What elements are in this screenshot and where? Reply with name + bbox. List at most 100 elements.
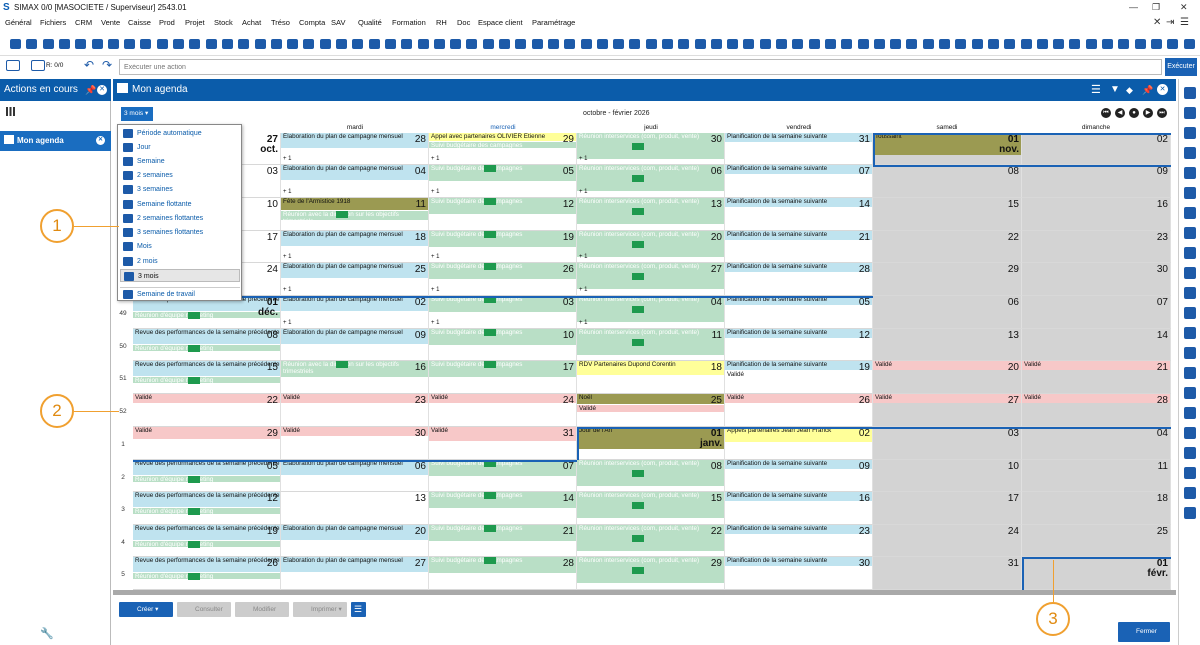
toolbar-icon[interactable] bbox=[1021, 39, 1032, 49]
menu-item-6[interactable]: Projet bbox=[185, 18, 205, 27]
sidebar-icon[interactable] bbox=[1184, 507, 1196, 519]
toolbar-icon[interactable] bbox=[369, 39, 380, 49]
calendar-event[interactable]: Planification de la semaine suivante bbox=[725, 557, 872, 566]
calendar-event[interactable]: RDV Partenaires Dupond Corentin bbox=[577, 361, 724, 375]
day-cell[interactable]: Suivi budgétaire des campagnes 03 + 1 bbox=[429, 296, 577, 329]
calendar-event[interactable]: Planification de la semaine suivante bbox=[725, 329, 872, 338]
more-events[interactable]: + 1 bbox=[579, 189, 588, 195]
list-menu-button[interactable]: ☰ bbox=[351, 602, 366, 617]
calendar-event[interactable]: Appel avec partenaires OLIVIER Etienne bbox=[429, 133, 576, 141]
day-cell[interactable]: Suivi budgétaire des campagnes 05 + 1 bbox=[429, 165, 577, 198]
sidebar-icon[interactable] bbox=[1184, 107, 1196, 119]
day-cell[interactable]: Planification de la semaine suivante 09 bbox=[725, 460, 873, 492]
toolbar-icon[interactable] bbox=[238, 39, 249, 49]
prev-page-icon[interactable]: ◀ bbox=[1115, 108, 1125, 118]
toolbar-icon[interactable] bbox=[988, 39, 999, 49]
day-cell[interactable]: 13 bbox=[873, 329, 1022, 361]
calendar-event[interactable]: Validé bbox=[281, 394, 428, 403]
toolbar-icon[interactable] bbox=[858, 39, 869, 49]
calendar-event[interactable]: Revue des performances de la semaine pré… bbox=[133, 361, 280, 376]
menu-item-5[interactable]: Prod bbox=[159, 18, 175, 27]
toolbar-icon[interactable] bbox=[10, 39, 21, 49]
toolbar-icon[interactable] bbox=[336, 39, 347, 49]
day-cell[interactable]: Planification de la semaine suivante 23 bbox=[725, 525, 873, 557]
day-cell[interactable]: 29 bbox=[873, 263, 1022, 296]
calendar-event[interactable]: Élaboration du plan de campagne mensuel bbox=[281, 557, 428, 572]
day-cell[interactable]: Réunion interservices (com, produit, ven… bbox=[577, 492, 725, 525]
calendar-event[interactable]: Noël bbox=[577, 394, 724, 404]
day-cell[interactable]: Validé 22 bbox=[133, 394, 281, 427]
period-dropdown-button[interactable]: 3 mois ▾ bbox=[121, 107, 153, 121]
day-cell[interactable]: Réunion interservices (com, produit, ven… bbox=[577, 165, 725, 198]
toolbar-icon[interactable] bbox=[303, 39, 314, 49]
calendar-event[interactable]: Réunion interservices (com, produit, ven… bbox=[577, 329, 724, 355]
menu-item-1[interactable]: Fichiers bbox=[40, 18, 67, 27]
day-cell[interactable]: Suivi budgétaire des campagnes 12 bbox=[429, 198, 577, 231]
toolbar-icon[interactable] bbox=[189, 39, 200, 49]
day-cell[interactable]: Validé 24 bbox=[429, 394, 577, 427]
calendar-event[interactable]: Validé bbox=[1022, 394, 1170, 403]
toolbar-icon[interactable] bbox=[760, 39, 771, 49]
toolbar-icon[interactable] bbox=[776, 39, 787, 49]
day-cell[interactable]: Élaboration du plan de campagne mensuel 2… bbox=[281, 133, 429, 165]
calendar-event[interactable]: Suivi budgétaire des campagnes bbox=[429, 557, 576, 573]
toolbar-icon[interactable] bbox=[140, 39, 151, 49]
toolbar-icon[interactable] bbox=[874, 39, 885, 49]
mail-received-icon[interactable] bbox=[31, 60, 45, 71]
calendar-event[interactable]: Réunion d'équipe marketing bbox=[133, 541, 280, 547]
toolbar-icon[interactable] bbox=[255, 39, 266, 49]
day-cell[interactable]: 06 bbox=[873, 296, 1022, 329]
undo-icon[interactable]: ↶ bbox=[84, 58, 95, 72]
day-cell[interactable]: Revue des performances de la semaine pré… bbox=[133, 492, 281, 525]
day-cell[interactable]: Élaboration du plan de campagne mensuel 0… bbox=[281, 296, 429, 329]
day-cell[interactable]: Revue des performances de la semaine pré… bbox=[133, 361, 281, 394]
day-cell[interactable]: 18 bbox=[1022, 492, 1171, 525]
toolbar-icon[interactable] bbox=[26, 39, 37, 49]
day-cell[interactable]: 09 bbox=[1022, 165, 1171, 198]
today-icon[interactable]: ● bbox=[1129, 108, 1139, 118]
more-events[interactable]: + 1 bbox=[283, 254, 292, 260]
close-agenda-icon[interactable]: ✕ bbox=[1157, 84, 1168, 95]
menu-item-7[interactable]: Stock bbox=[214, 18, 233, 27]
day-cell[interactable]: Réunion interservices (com, produit, ven… bbox=[577, 460, 725, 492]
day-cell[interactable]: Revue des performances de la semaine pré… bbox=[133, 460, 281, 492]
day-cell[interactable]: 17 bbox=[873, 492, 1022, 525]
calendar-event[interactable]: Suivi budgétaire des campagnes bbox=[429, 231, 576, 247]
more-events[interactable]: + 1 bbox=[431, 156, 440, 162]
dropdown-item[interactable]: 3 semaines bbox=[120, 183, 240, 196]
day-cell[interactable]: Suivi budgétaire des campagnes 10 bbox=[429, 329, 577, 361]
day-cell[interactable]: Élaboration du plan de campagne mensuel 2… bbox=[281, 525, 429, 557]
login-icon[interactable]: ⇥ bbox=[1166, 17, 1175, 28]
dropdown-item[interactable]: 3 mois bbox=[120, 269, 240, 282]
sidebar-icon[interactable] bbox=[1184, 367, 1196, 379]
toolbar-icon[interactable] bbox=[43, 39, 54, 49]
day-cell[interactable]: Planification de la semaine suivante 05 bbox=[725, 296, 873, 329]
day-cell[interactable]: 03 bbox=[873, 427, 1022, 460]
create-button[interactable]: Créer ▾ bbox=[119, 602, 173, 617]
toolbar-icon[interactable] bbox=[939, 39, 950, 49]
day-cell[interactable]: Validé 30 bbox=[281, 427, 429, 460]
calendar-event[interactable]: Élaboration du plan de campagne mensuel bbox=[281, 231, 428, 246]
toolbar-icon[interactable] bbox=[157, 39, 168, 49]
tag-icon[interactable]: ◆ bbox=[1126, 85, 1133, 95]
calendar-event[interactable]: Planification de la semaine suivante bbox=[725, 525, 872, 534]
day-cell[interactable]: Réunion interservices (com, produit, ven… bbox=[577, 231, 725, 263]
calendar-event[interactable]: Planification de la semaine suivante bbox=[725, 460, 872, 469]
sidebar-icon[interactable] bbox=[1184, 87, 1196, 99]
menu-item-8[interactable]: Achat bbox=[242, 18, 262, 27]
left-panel-item-agenda[interactable]: Mon agenda ✕ bbox=[0, 131, 111, 151]
calendar-event[interactable]: Élaboration du plan de campagne mensuel bbox=[281, 296, 428, 311]
day-cell[interactable]: Appels partenaires Jean Jean Franck 02 bbox=[725, 427, 873, 460]
calendar-event[interactable]: Réunion avec la direction sur les object… bbox=[281, 361, 428, 377]
day-cell[interactable]: Planification de la semaine suivante 16 bbox=[725, 492, 873, 525]
toolbar-icon[interactable] bbox=[646, 39, 657, 49]
dropdown-item[interactable]: 2 mois bbox=[120, 255, 240, 268]
calendar-event[interactable]: Revue des performances de la semaine pré… bbox=[133, 525, 280, 540]
dropdown-item[interactable]: Mois bbox=[120, 240, 240, 253]
calendar-event[interactable]: Réunion d'équipe marketing bbox=[133, 345, 280, 351]
day-cell[interactable]: Suivi budgétaire des campagnes 19 + 1 bbox=[429, 231, 577, 263]
menu-item-17[interactable]: Paramétrage bbox=[532, 18, 576, 27]
toolbar-icon[interactable] bbox=[955, 39, 966, 49]
close-window-button[interactable]: ✕ bbox=[1180, 2, 1188, 12]
day-cell[interactable]: 14 bbox=[1022, 329, 1171, 361]
